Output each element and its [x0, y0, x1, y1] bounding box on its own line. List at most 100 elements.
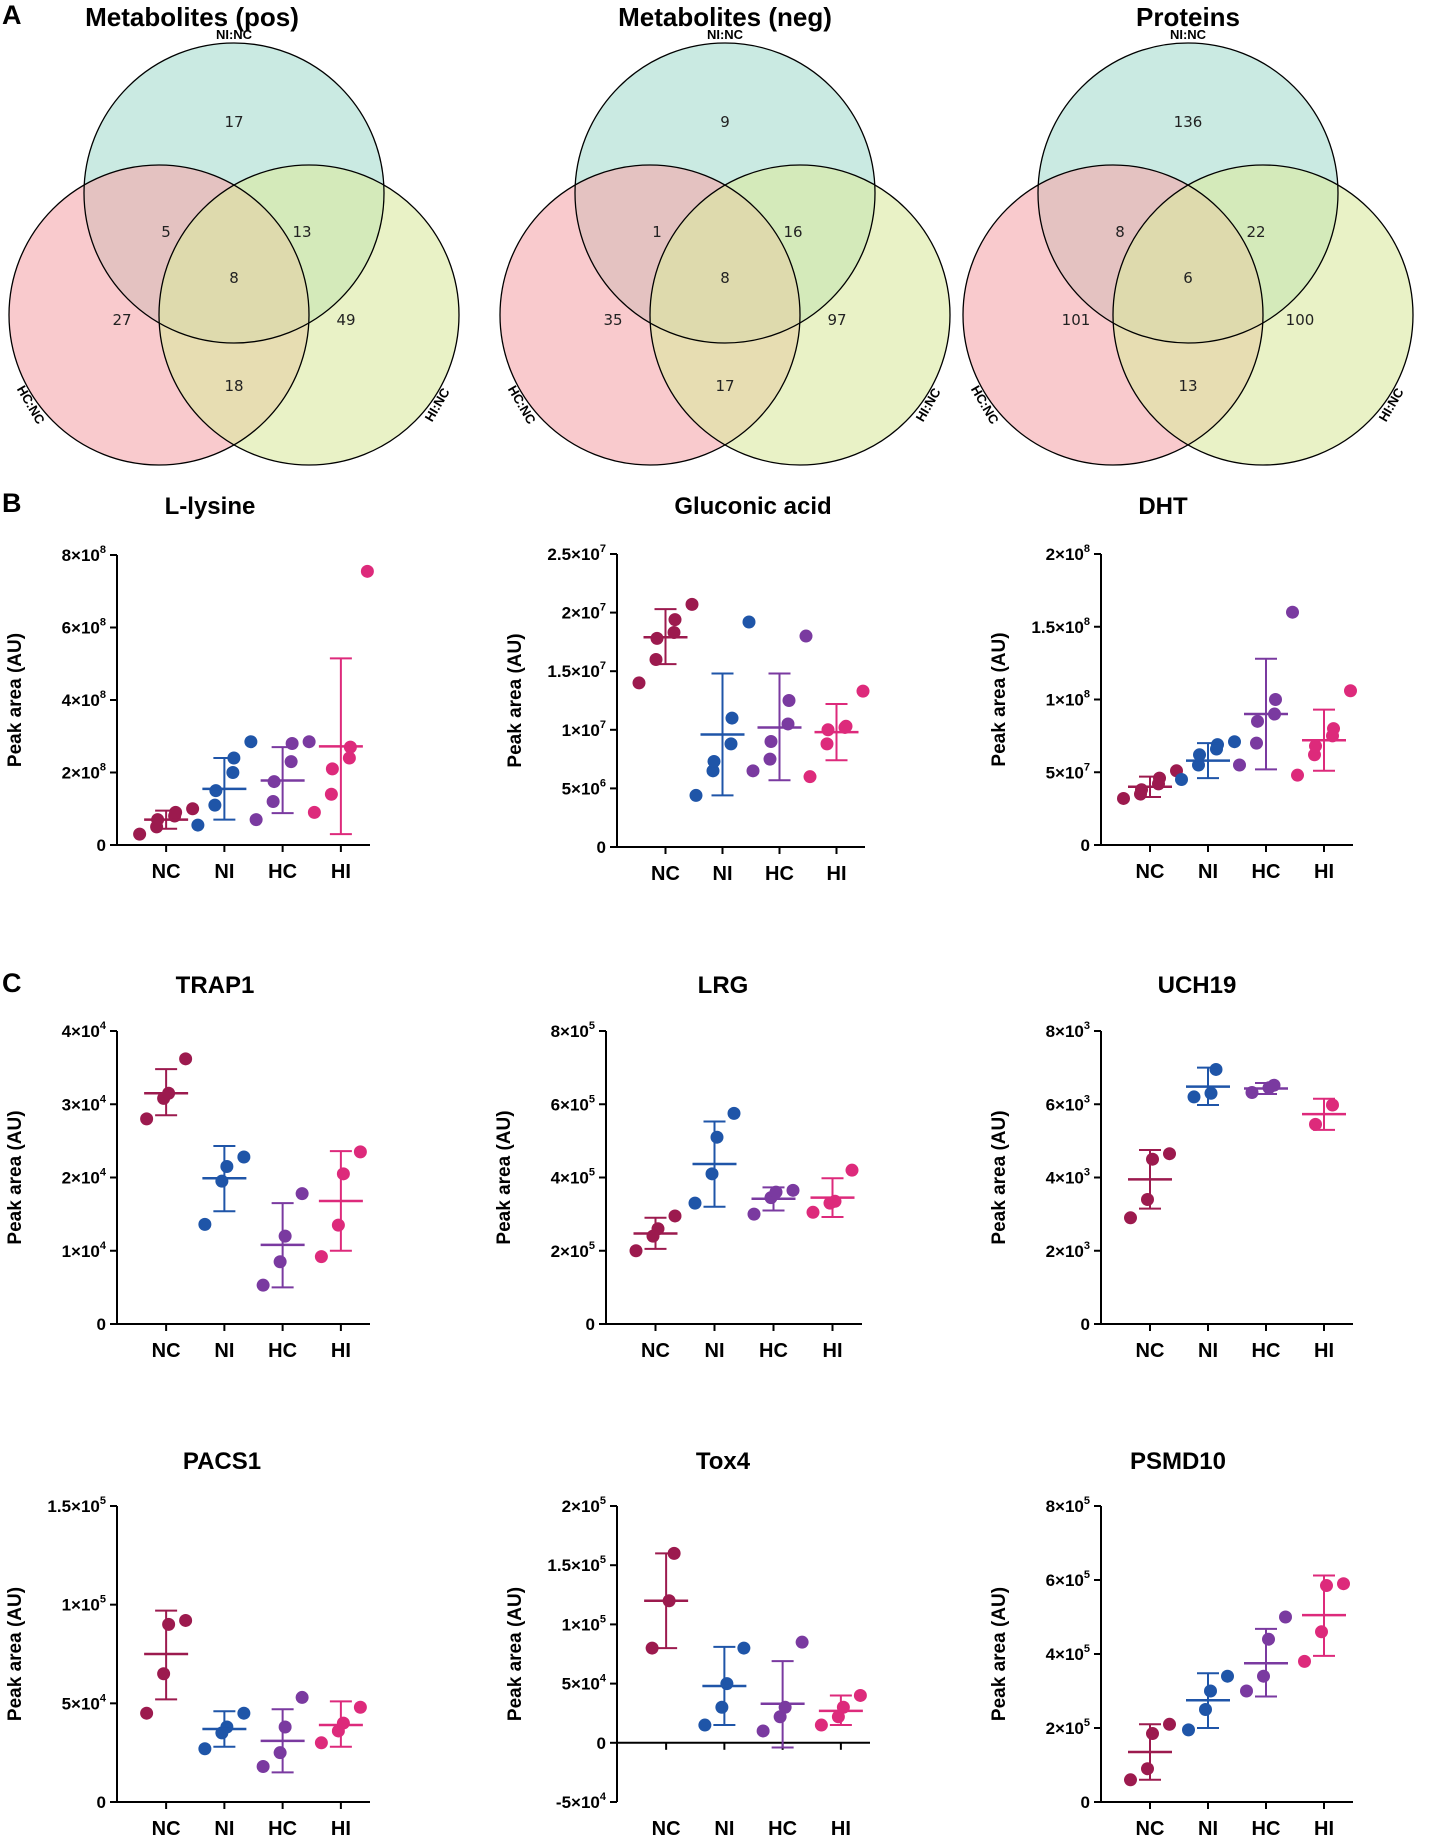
x-tick-label-hc: HC [765, 863, 794, 885]
data-point [133, 827, 147, 841]
venn-outline-top [83, 42, 385, 344]
series-ni [689, 615, 756, 802]
data-point [1146, 1727, 1159, 1741]
x-tick-label-ni: NI [1198, 861, 1218, 883]
series-nc [140, 1609, 193, 1720]
data-point [715, 1700, 729, 1714]
series-hc [1240, 1610, 1292, 1698]
data-point [220, 1720, 234, 1734]
data-point [209, 784, 223, 798]
venn-count-right: 100 [1286, 311, 1315, 329]
y-tick-label: 2×105 [551, 1240, 595, 1261]
series-nc [133, 802, 200, 841]
y-tick-label: 0 [97, 836, 106, 855]
series-hi [803, 684, 870, 784]
y-tick-label: 1×104 [62, 1240, 107, 1261]
data-point [786, 1183, 800, 1197]
data-point [295, 1187, 309, 1201]
x-tick-label-hc: HC [768, 1818, 797, 1839]
x-tick-label-ni: NI [214, 1818, 234, 1839]
venn-outline-left [8, 164, 310, 466]
y-tick-label: 6×108 [62, 617, 106, 638]
chart-title: L-lysine [165, 493, 256, 520]
series-hi [1298, 1574, 1350, 1668]
data-point [747, 1207, 761, 1221]
data-point [1187, 1090, 1201, 1104]
data-point [215, 1174, 229, 1188]
x-tick-label-ni: NI [713, 863, 733, 885]
y-tick-label: 1.5×105 [547, 1554, 606, 1575]
data-point [1117, 791, 1130, 805]
panel-label-b: B [2, 488, 22, 518]
y-tick-label: 2×108 [62, 762, 106, 783]
venn-count-top-left: 1 [652, 223, 662, 241]
data-point [1326, 1098, 1339, 1112]
data-point [1233, 758, 1246, 772]
x-tick-label-hi: HI [1314, 1818, 1334, 1839]
data-point [689, 788, 703, 802]
data-point [853, 1688, 867, 1702]
data-point [1267, 1078, 1281, 1092]
y-axis-label: Peak area (AU) [989, 1110, 1010, 1244]
chart-title: DHT [1138, 493, 1188, 520]
chart-title: LRG [698, 972, 749, 999]
series-ni [1186, 1062, 1230, 1106]
data-point [1257, 1669, 1270, 1683]
series-hi [1291, 684, 1357, 782]
y-tick-label: 0 [597, 1734, 606, 1753]
x-tick-label-hc: HC [268, 1340, 297, 1362]
data-point [1228, 735, 1241, 749]
x-tick-label-ni: NI [1198, 1818, 1218, 1839]
data-point [845, 1163, 859, 1177]
chart-dht: DHT Peak area (AU) 0 5×107 1×108 1.5×108 2×108… [989, 493, 1357, 883]
data-point [237, 1150, 251, 1164]
venn-count-center: 8 [720, 269, 730, 287]
data-point [698, 1718, 712, 1732]
data-point [1320, 1579, 1333, 1593]
chart-title: UCH19 [1158, 972, 1237, 999]
y-tick-label: 8×103 [1046, 1020, 1090, 1041]
venn-title: Metabolites (neg) [618, 2, 832, 32]
y-tick-label: 6×105 [1046, 1569, 1090, 1590]
data-point [632, 676, 646, 690]
venn-count-left: 27 [112, 311, 131, 329]
y-tick-label: 8×108 [62, 544, 106, 565]
data-point [668, 613, 682, 627]
x-tick-label-hi: HI [823, 1340, 843, 1362]
chart-l-lysine: L-lysine Peak area (AU) 0 2×108 4×108 6×108 8×… [5, 493, 374, 883]
x-tick-label-ni: NI [1198, 1340, 1218, 1362]
data-point [1269, 693, 1282, 706]
data-point [1163, 1717, 1176, 1731]
series-ni [198, 1145, 251, 1231]
data-point [342, 751, 356, 765]
series-nc [1124, 1717, 1176, 1787]
venn-outline-top [574, 42, 876, 344]
x-tick-label-hi: HI [331, 861, 351, 883]
x-tick-label-hi: HI [331, 1818, 351, 1839]
y-tick-label: 0 [1081, 1315, 1090, 1334]
series-nc [632, 597, 699, 690]
series-nc [1117, 764, 1183, 805]
y-tick-label: 4×105 [1046, 1643, 1090, 1664]
x-tick-label-hc: HC [1252, 1818, 1281, 1839]
x-tick-label-nc: NC [1136, 1818, 1165, 1839]
venn-label-top: NI:NC [707, 27, 744, 42]
data-point [314, 1250, 328, 1264]
data-point [821, 723, 835, 737]
series-hi [806, 1163, 859, 1219]
series-nc [629, 1209, 682, 1258]
venn-count-left-right: 17 [715, 377, 734, 395]
series-nc [1124, 1147, 1176, 1225]
y-tick-label: 0 [586, 1315, 595, 1334]
chart-title: TRAP1 [176, 972, 255, 999]
data-point [336, 1716, 350, 1730]
series-nc [644, 1546, 689, 1655]
data-point [1141, 1192, 1154, 1206]
chart-uch19: UCH19 Peak area (AU) 0 2×103 4×103 6×103 8×103… [989, 972, 1353, 1362]
data-point [1337, 1577, 1350, 1591]
x-tick-label-hi: HI [1314, 861, 1334, 883]
venn-label-top: NI:NC [1170, 27, 1207, 42]
data-point [1175, 773, 1188, 787]
